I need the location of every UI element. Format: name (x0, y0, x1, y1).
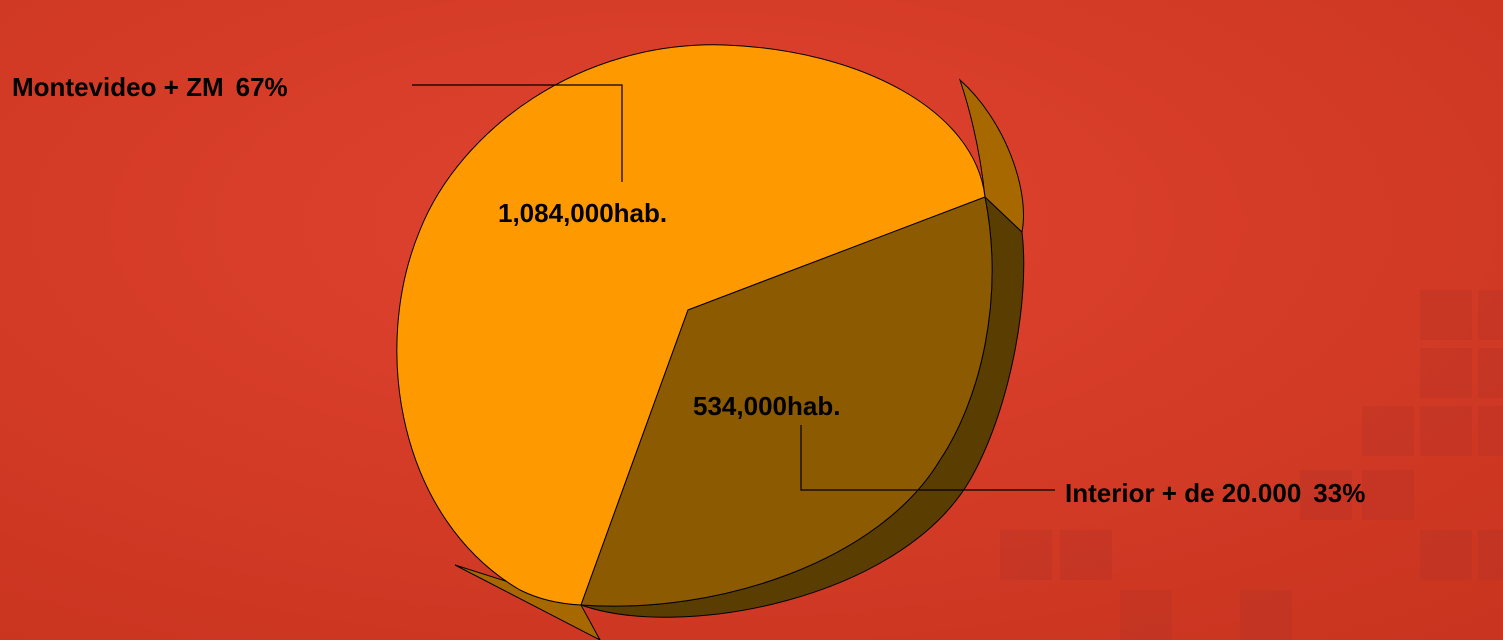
label-interior: Interior + de 20.000 33% (1065, 478, 1365, 508)
pie-edge-top-right (958, 78, 1024, 233)
label-montevideo-percent: 67% (236, 72, 288, 102)
pie-slice-interior (580, 196, 993, 607)
pie-slice-montevideo (396, 44, 986, 606)
label-interior-percent: 33% (1313, 478, 1365, 508)
label-interior-name: Interior + de 20.000 (1065, 478, 1301, 508)
leader-line-montevideo (412, 84, 623, 182)
label-montevideo: Montevideo + ZM 67% (12, 72, 288, 102)
background-tiles (1000, 290, 1503, 640)
value-label-montevideo: 1,084,000hab. (498, 198, 667, 228)
pie-edge (454, 78, 1025, 640)
value-label-interior: 534,000hab. (693, 391, 840, 421)
leader-line-interior (800, 425, 1055, 491)
label-montevideo-name: Montevideo + ZM (12, 72, 224, 102)
